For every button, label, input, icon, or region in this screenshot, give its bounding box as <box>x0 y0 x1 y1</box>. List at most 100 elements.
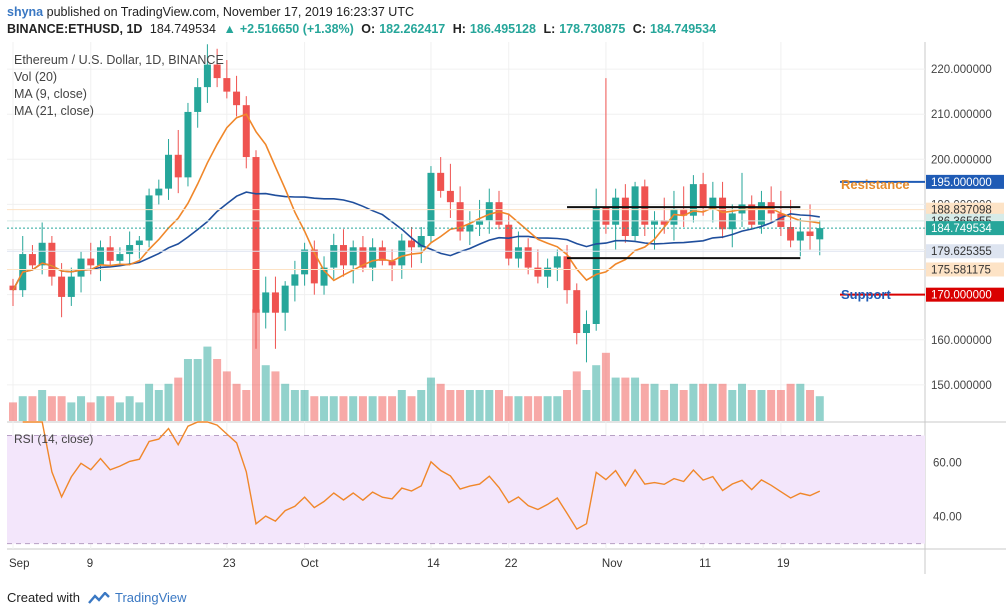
published-text: published on TradingView.com, November 1… <box>46 5 414 19</box>
rsi-line <box>22 421 821 531</box>
candle-body <box>806 231 814 237</box>
publish-line: shyna published on TradingView.com, Nove… <box>7 5 414 19</box>
candle-body <box>203 64 211 88</box>
volume-bar <box>232 383 241 421</box>
candle <box>38 222 46 275</box>
change-value: +2.516650 (+1.38%) <box>239 22 354 36</box>
candle <box>544 258 552 288</box>
chart-title: Ethereum / U.S. Dollar, 1D, BINANCE <box>14 53 224 67</box>
volume-bar <box>728 390 737 421</box>
legend-ma21[interactable]: MA (21, close) <box>14 104 94 118</box>
candle-body <box>446 190 454 203</box>
candle <box>592 188 600 331</box>
candle <box>203 44 211 103</box>
candle <box>369 238 377 282</box>
candle <box>602 78 610 234</box>
candle-body <box>271 292 279 313</box>
price-tick-label: 150.000000 <box>931 380 992 392</box>
price-axis-label-bg <box>926 221 1004 236</box>
candle-body <box>466 224 474 232</box>
volume-bar <box>388 396 397 421</box>
candle <box>223 60 231 99</box>
price-chart[interactable]: 40.00 60.00 150.000000 160.000000 170.00000… <box>0 0 1006 575</box>
volume-bar <box>582 390 591 421</box>
candle-body <box>553 256 561 268</box>
price-axis: 150.000000160.000000170.000000180.000000… <box>926 64 1004 392</box>
candle <box>631 181 639 241</box>
candle <box>388 249 396 282</box>
volume-bar <box>475 390 484 421</box>
candle-body <box>524 247 532 268</box>
candle <box>446 163 454 218</box>
volume-bar <box>300 390 309 421</box>
volume-bar <box>378 396 387 421</box>
low-value: 178.730875 <box>559 22 626 36</box>
candle-body <box>709 197 717 207</box>
candle-body <box>9 285 17 291</box>
candle <box>514 231 522 268</box>
candle-body <box>670 208 678 225</box>
candle <box>320 256 328 295</box>
candle <box>281 281 289 331</box>
candle <box>242 96 250 169</box>
time-tick-label: 23 <box>223 558 236 570</box>
candle-body <box>728 213 736 230</box>
volume-bar <box>504 396 513 421</box>
candle-body <box>485 202 493 221</box>
indicator-lines <box>7 113 925 296</box>
price-axis-label: 175.581175 <box>926 262 1004 277</box>
candle-body <box>77 258 85 277</box>
time-tick-label: Nov <box>602 558 623 570</box>
legend-vol[interactable]: Vol (20) <box>14 70 58 84</box>
volume-bar <box>757 390 766 421</box>
candle-body <box>242 105 250 158</box>
candle-body <box>689 184 697 216</box>
volume-bar <box>738 383 746 421</box>
candle-body <box>38 242 46 266</box>
legend-ma9[interactable]: MA (9, close) <box>14 87 87 101</box>
candle <box>135 236 143 259</box>
volume-bar <box>213 359 222 421</box>
volume-bar <box>47 396 56 421</box>
candle-body <box>408 240 416 248</box>
volume-bar <box>28 396 37 421</box>
volume-bar <box>669 383 678 421</box>
time-tick-label: Oct <box>301 558 320 570</box>
volume-bar <box>524 396 533 421</box>
price-axis-label-bg <box>926 262 1004 277</box>
volume-bar <box>446 390 455 421</box>
time-tick-label: 14 <box>427 558 440 570</box>
candle <box>505 213 513 266</box>
rsi-legend[interactable]: RSI (14, close) <box>14 432 94 446</box>
candle-body <box>699 184 707 207</box>
candle-body <box>417 236 425 248</box>
volume-bar <box>242 390 251 421</box>
candle-body <box>563 256 571 291</box>
price-tick-label: 200.000000 <box>931 154 992 166</box>
candle-body <box>378 247 386 261</box>
volume-bar <box>203 346 212 421</box>
volume-bar <box>533 396 542 421</box>
volume-bar <box>572 371 581 421</box>
volume-bar <box>436 383 445 421</box>
tradingview-logo-icon[interactable] <box>87 591 110 607</box>
volume-bar <box>631 377 640 421</box>
candles <box>9 44 824 363</box>
rsi-band-background <box>7 435 925 544</box>
candle <box>534 249 542 284</box>
candle-body <box>87 258 95 266</box>
price-axis-label: 195.000000 <box>926 174 1004 189</box>
candle <box>116 247 124 266</box>
author-name[interactable]: shyna <box>7 5 44 19</box>
volume-bar <box>281 383 290 421</box>
volume-bar <box>222 371 231 421</box>
volume-bar <box>271 371 280 421</box>
candle <box>524 238 532 275</box>
candle <box>408 226 416 268</box>
volume-bar <box>67 402 76 421</box>
volume-bar <box>640 383 649 421</box>
candle-body <box>339 245 347 266</box>
tradingview-brand[interactable]: TradingView <box>115 590 187 605</box>
candle-body <box>573 290 581 334</box>
candle <box>252 150 260 349</box>
